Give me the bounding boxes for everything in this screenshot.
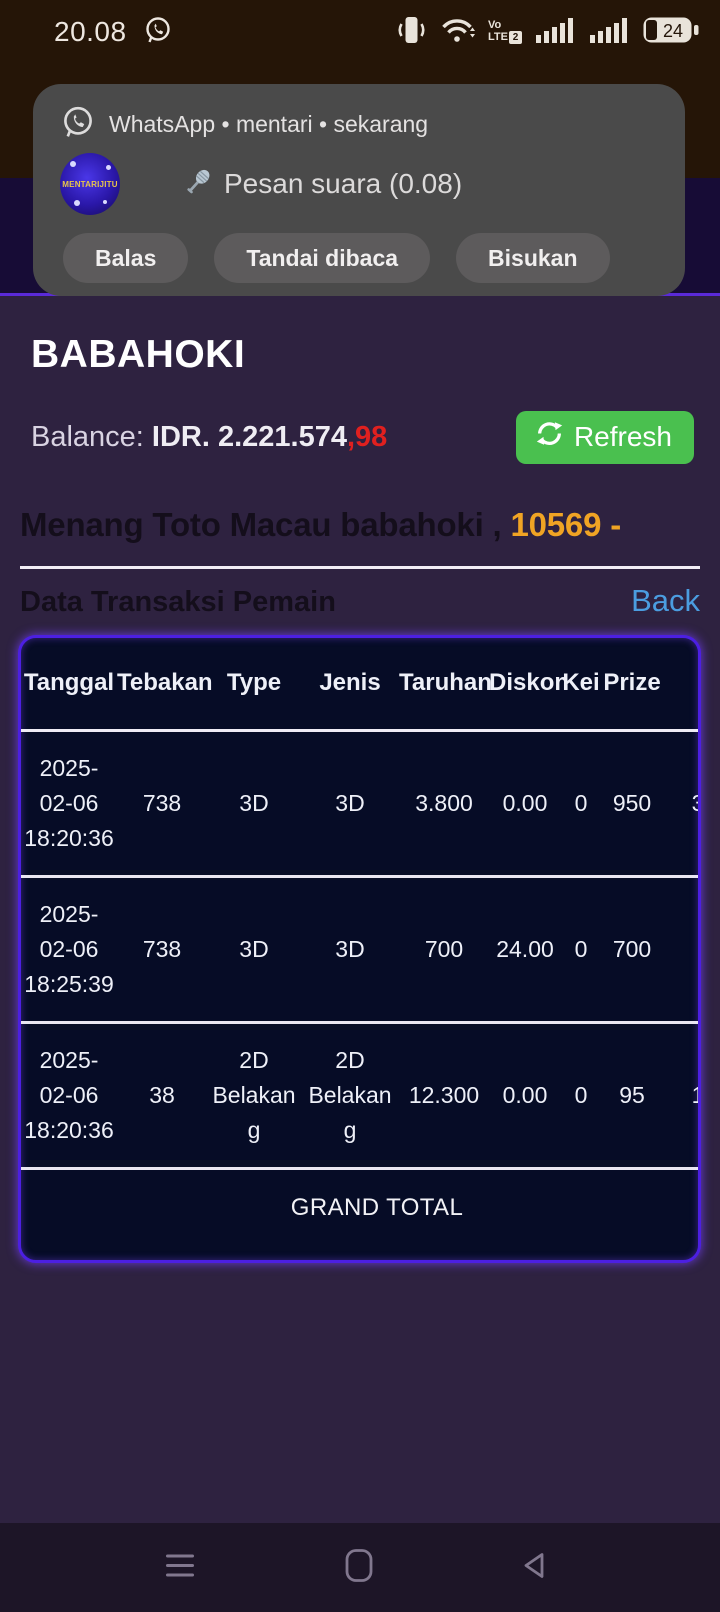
col-taruhan: Taruhan	[399, 638, 492, 732]
page-title: BABAHOKI	[31, 333, 246, 376]
cell-clipped: 1	[663, 1022, 698, 1170]
win-number: 10569 -	[510, 506, 621, 543]
microphone-icon	[182, 166, 214, 203]
cell-diskon: 0.00	[489, 730, 561, 878]
mute-button[interactable]: Bisukan	[456, 233, 610, 283]
android-navbar	[0, 1523, 720, 1612]
mark-read-button[interactable]: Tandai dibaca	[214, 233, 431, 283]
signal-icon-sim2	[588, 14, 630, 51]
cell-tebakan: 38	[117, 1022, 207, 1170]
status-bar: 20.08	[0, 0, 720, 64]
grand-total-row: GRAND TOTAL	[21, 1168, 698, 1246]
cell-jenis: 3D	[301, 876, 399, 1024]
vibrate-icon	[394, 14, 428, 51]
balance-cents: ,98	[347, 421, 388, 453]
wifi-icon	[440, 14, 476, 51]
cell-prize: 95	[601, 1022, 663, 1170]
back-link[interactable]: Back	[631, 583, 700, 618]
notification-header: WhatsApp • mentari • sekarang	[60, 104, 659, 145]
transactions-table[interactable]: Tanggal Tebakan Type Jenis Taruhan Disko…	[18, 635, 701, 1263]
refresh-button[interactable]: Refresh	[515, 411, 694, 464]
cell-prize: 700	[601, 876, 663, 1024]
cell-diskon: 0.00	[489, 1022, 561, 1170]
whatsapp-notification[interactable]: WhatsApp • mentari • sekarang MENTARIJIT…	[33, 84, 685, 296]
col-jenis: Jenis	[301, 638, 399, 732]
recents-menu-icon[interactable]	[165, 1552, 195, 1583]
section-title: Data Transaksi Pemain	[20, 586, 336, 618]
cell-tanggal: 2025-02-06 18:25:39	[21, 876, 117, 1024]
col-kei: Kei	[561, 638, 601, 732]
cell-tanggal: 2025-02-06 18:20:36	[21, 1022, 117, 1170]
col-diskon: Diskon	[489, 638, 569, 732]
cell-taruhan: 12.300	[399, 1022, 489, 1170]
table-row: 2025-02-06 18:25:39 738 3D 3D 700 24.00 …	[21, 876, 698, 1024]
reply-button[interactable]: Balas	[63, 233, 189, 283]
page-content: BABAHOKI Balance: IDR. 2.221.574,98 Refr…	[0, 299, 720, 1263]
grand-total-label: GRAND TOTAL	[290, 1193, 464, 1221]
back-icon[interactable]	[519, 1549, 551, 1586]
refresh-icon	[536, 420, 563, 454]
cell-type: 2D Belakang	[207, 1022, 301, 1170]
table-row: 2025-02-06 18:20:36 38 2D Belakang 2D Be…	[21, 1022, 698, 1170]
col-prize: Prize	[601, 638, 663, 732]
battery-icon: 24	[642, 14, 700, 51]
win-heading: Menang Toto Macau babahoki , 10569 -	[20, 506, 621, 543]
clock: 20.08	[54, 16, 127, 47]
svg-text:24: 24	[663, 21, 683, 41]
cell-kei: 0	[561, 730, 601, 878]
table-header: Tanggal Tebakan Type Jenis Taruhan Disko…	[21, 638, 698, 732]
cell-taruhan: 3.800	[399, 730, 489, 878]
avatar: MENTARIJITU	[60, 153, 120, 215]
cell-tanggal: 2025-02-06 18:20:36	[21, 730, 117, 878]
cell-clipped: 3	[663, 730, 698, 878]
balance-text: Balance: IDR. 2.221.574,98	[31, 421, 388, 453]
cell-tebakan: 738	[117, 730, 207, 878]
whatsapp-icon	[60, 104, 96, 145]
signal-icon-sim1	[534, 14, 576, 51]
cell-diskon: 24.00	[489, 876, 561, 1024]
col-tanggal: Tanggal	[21, 638, 117, 732]
table-row: 2025-02-06 18:20:36 738 3D 3D 3.800 0.00…	[21, 730, 698, 878]
notification-source: WhatsApp • mentari • sekarang	[109, 111, 429, 137]
cell-tebakan: 738	[117, 876, 207, 1024]
home-icon[interactable]	[344, 1547, 374, 1588]
notification-message: Pesan suara (0.08)	[224, 168, 463, 199]
cell-jenis: 3D	[301, 730, 399, 878]
cell-taruhan: 700	[399, 876, 489, 1024]
cell-clipped	[663, 876, 698, 1024]
divider	[20, 566, 700, 569]
col-tebakan: Tebakan	[117, 638, 213, 732]
col-clipped	[663, 638, 698, 732]
cell-type: 3D	[207, 730, 301, 878]
cell-type: 3D	[207, 876, 301, 1024]
cell-kei: 0	[561, 1022, 601, 1170]
cell-kei: 0	[561, 876, 601, 1024]
col-type: Type	[207, 638, 301, 732]
whatsapp-status-icon	[143, 15, 173, 50]
volte-icon: Vo LTE 2	[488, 20, 522, 44]
cell-prize: 950	[601, 730, 663, 878]
cell-jenis: 2D Belakang	[301, 1022, 399, 1170]
